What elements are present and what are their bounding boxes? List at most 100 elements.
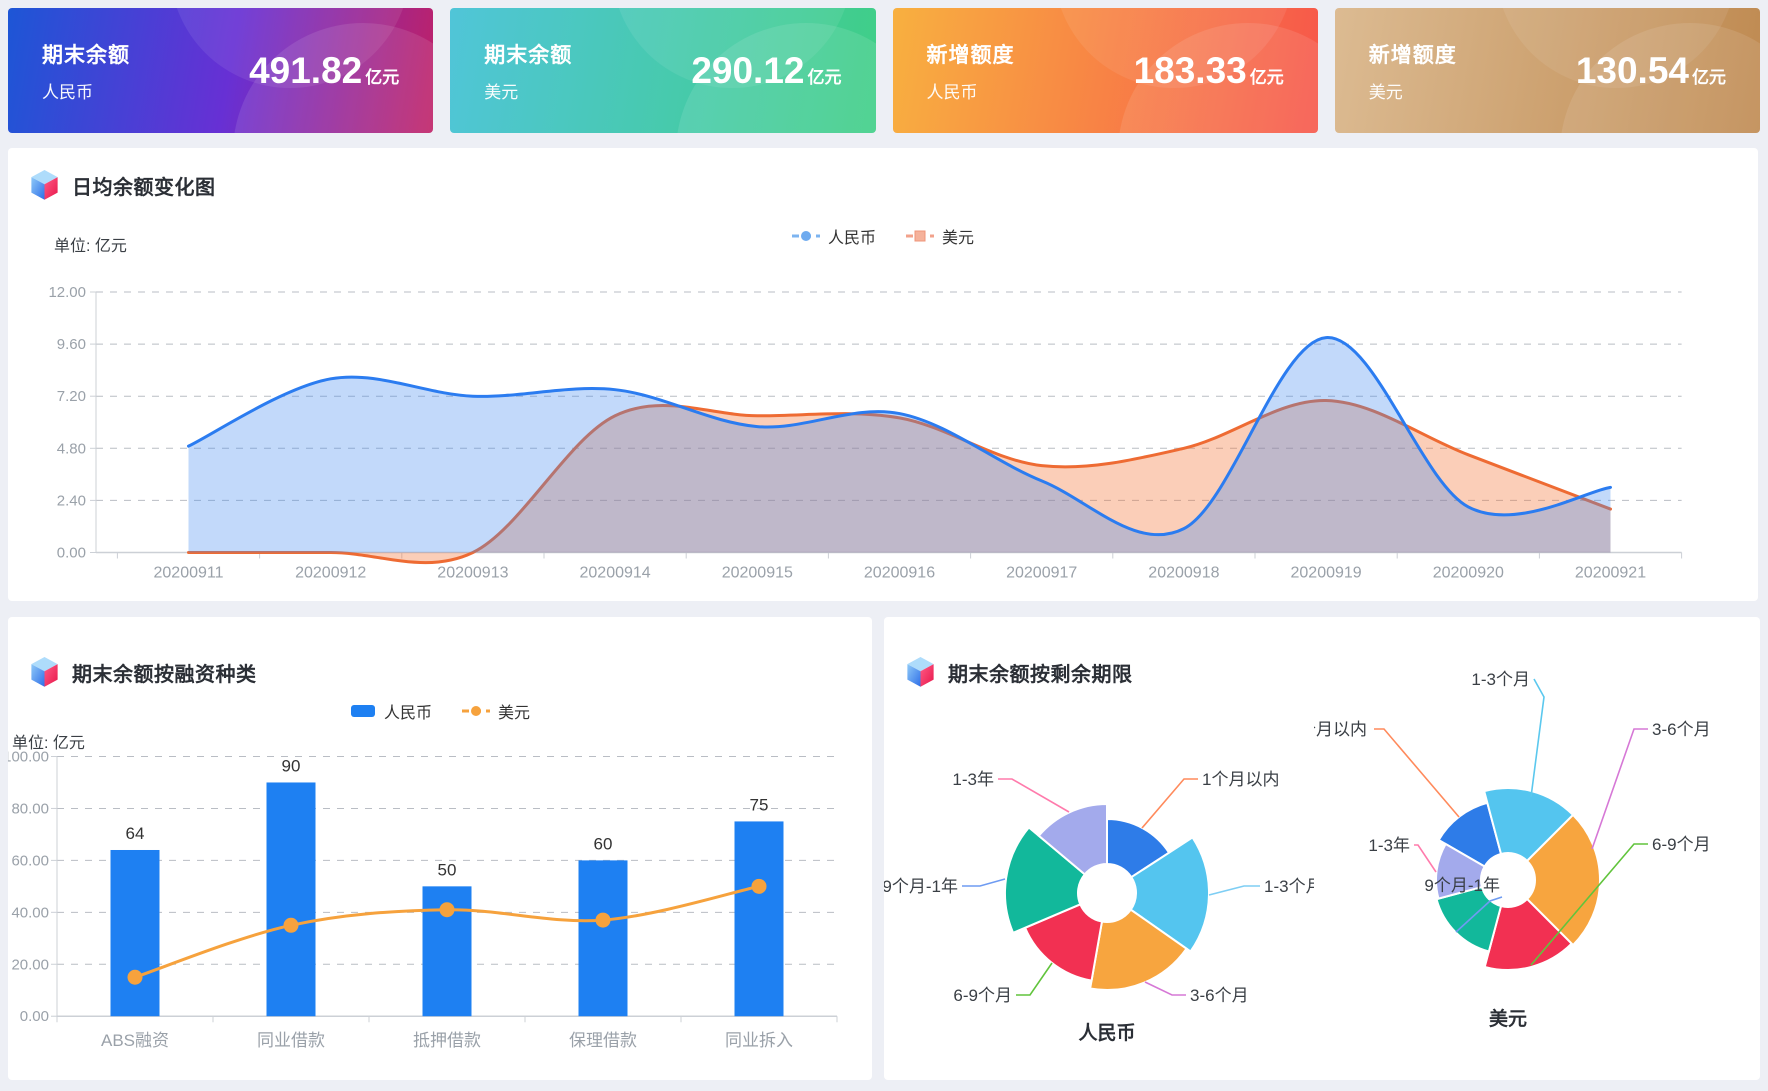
card-sublabel: 人民币 [926, 82, 978, 102]
svg-text:20200911: 20200911 [154, 565, 224, 582]
panel-title: 期末余额按融资种类 [72, 664, 257, 686]
card-unit: 亿元 [1249, 67, 1284, 87]
svg-text:50: 50 [438, 860, 457, 879]
line-square-marker-icon [906, 230, 934, 242]
svg-text:20200914: 20200914 [580, 565, 651, 582]
svg-text:0.00: 0.00 [57, 545, 86, 562]
svg-text:同业拆入: 同业拆入 [725, 1031, 793, 1050]
svg-text:20.00: 20.00 [11, 956, 49, 973]
card-value: 290.12 [691, 49, 805, 91]
daily-balance-panel: 日均余额变化图 人民币 美元 单位: 亿元 12.00 9.60 7.20 4.80 2… [8, 148, 1758, 601]
kpi-card-new-quota-cny: 新增额度 人民币 183.33 亿元 [892, 8, 1318, 133]
card-label: 期末余额 [484, 43, 573, 67]
remaining-term-panel: 期末余额按剩余期限 1个月以内 1-3个月 3-6个月 6-9个月 9个月-1年 1-3年… [884, 617, 1760, 1080]
svg-text:12.00: 12.00 [48, 284, 86, 301]
svg-text:20200921: 20200921 [1575, 565, 1646, 582]
svg-text:75: 75 [750, 795, 769, 814]
chart2-legend: 人民币 美元 [8, 699, 872, 723]
svg-text:ABS融资: ABS融资 [101, 1031, 169, 1050]
svg-text:60: 60 [594, 834, 613, 853]
svg-text:20200915: 20200915 [722, 565, 793, 582]
legend-item-cny[interactable]: 人民币 [350, 699, 432, 723]
svg-text:20200920: 20200920 [1433, 565, 1504, 582]
svg-text:1个月以内: 1个月以内 [1314, 720, 1367, 739]
card-value: 491.82 [249, 49, 363, 91]
svg-text:20200917: 20200917 [1006, 565, 1077, 582]
svg-text:20200919: 20200919 [1291, 565, 1362, 582]
square-marker-icon [350, 705, 375, 717]
svg-text:0.00: 0.00 [20, 1008, 49, 1025]
svg-text:9个月-1年: 9个月-1年 [1424, 876, 1500, 895]
line-circle-marker-icon [462, 706, 490, 716]
legend-item-usd[interactable]: 美元 [462, 699, 530, 723]
svg-text:1-3个月: 1-3个月 [1471, 670, 1530, 689]
legend-label: 人民币 [827, 230, 876, 247]
svg-text:1-3个月: 1-3个月 [1264, 877, 1314, 896]
svg-text:9个月-1年: 9个月-1年 [884, 877, 958, 896]
kpi-card-new-quota-usd: 新增额度 美元 130.54 亿元 [1334, 8, 1760, 133]
svg-text:60.00: 60.00 [11, 852, 49, 869]
legend-label: 美元 [942, 230, 975, 247]
cube-icon [907, 657, 934, 687]
panel-title-row: 期末余额按剩余期限 [906, 657, 1133, 688]
card-sublabel: 美元 [1368, 82, 1403, 102]
cube-icon [31, 657, 58, 687]
financing-type-panel: 期末余额按融资种类 人民币 美元 单位: 亿元 100.00 80.00 60.00… [8, 617, 872, 1080]
card-sublabel: 人民币 [42, 82, 93, 102]
svg-text:美元: 美元 [1489, 1007, 1527, 1030]
chart1-legend: 人民币 美元 [8, 224, 1758, 248]
cube-icon [31, 170, 58, 200]
svg-text:人民币: 人民币 [1078, 1022, 1135, 1044]
legend-label: 人民币 [383, 705, 432, 722]
kpi-card-row: 期末余额 人民币 491.82 亿元 期末余额 美元 290.12 亿元 新增额… [8, 8, 1760, 133]
kpi-card-balance-cny: 期末余额 人民币 491.82 亿元 [8, 8, 434, 133]
svg-text:20200912: 20200912 [295, 565, 366, 582]
card-unit: 亿元 [365, 67, 400, 87]
svg-text:同业借款: 同业借款 [257, 1031, 325, 1050]
legend-item-usd[interactable]: 美元 [906, 224, 974, 248]
panel-title: 日均余额变化图 [72, 177, 216, 199]
svg-text:6-9个月: 6-9个月 [1652, 835, 1711, 854]
panel-title-row: 期末余额按融资种类 [30, 657, 257, 688]
unit-label: 单位: 亿元 [12, 735, 85, 752]
svg-text:4.80: 4.80 [57, 440, 86, 457]
kpi-card-balance-usd: 期末余额 美元 290.12 亿元 [450, 8, 876, 133]
legend-item-cny[interactable]: 人民币 [791, 224, 876, 248]
svg-text:80.00: 80.00 [11, 800, 49, 817]
card-value: 183.33 [1133, 49, 1247, 91]
card-value: 130.54 [1575, 49, 1689, 91]
card-sublabel: 美元 [484, 82, 519, 102]
daily-balance-area-chart: 12.00 9.60 7.20 4.80 2.40 0.00 20200911 2020091… [48, 284, 1683, 582]
svg-text:40.00: 40.00 [11, 904, 49, 921]
legend-label: 美元 [498, 705, 531, 722]
svg-text:20200913: 20200913 [437, 565, 508, 582]
svg-text:64: 64 [126, 824, 145, 843]
financing-type-bar-chart: 100.00 80.00 60.00 40.00 20.00 0.00 ABS融资 同业借款 抵… [8, 749, 838, 1050]
svg-text:20200916: 20200916 [864, 565, 935, 582]
svg-text:6-9个月: 6-9个月 [953, 986, 1012, 1005]
svg-text:1个月以内: 1个月以内 [1202, 770, 1279, 789]
svg-text:3-6个月: 3-6个月 [1652, 720, 1711, 739]
svg-text:100.00: 100.00 [8, 749, 49, 766]
svg-text:抵押借款: 抵押借款 [413, 1031, 481, 1050]
svg-text:保理借款: 保理借款 [569, 1031, 637, 1050]
svg-text:90: 90 [282, 756, 301, 775]
svg-text:3-6个月: 3-6个月 [1190, 986, 1249, 1005]
svg-text:1-3年: 1-3年 [952, 770, 994, 789]
svg-text:1-3年: 1-3年 [1368, 836, 1410, 855]
line-circle-marker-icon [791, 231, 820, 241]
svg-text:2.40: 2.40 [57, 492, 86, 509]
card-label: 期末余额 [42, 43, 130, 67]
panel-title-row: 日均余额变化图 [30, 170, 216, 201]
svg-text:7.20: 7.20 [57, 388, 86, 405]
unit-label: 单位: 亿元 [54, 238, 127, 255]
svg-text:20200918: 20200918 [1148, 565, 1219, 582]
panel-title: 期末余额按剩余期限 [948, 664, 1133, 686]
card-unit: 亿元 [1692, 67, 1726, 87]
svg-text:9.60: 9.60 [57, 336, 86, 353]
